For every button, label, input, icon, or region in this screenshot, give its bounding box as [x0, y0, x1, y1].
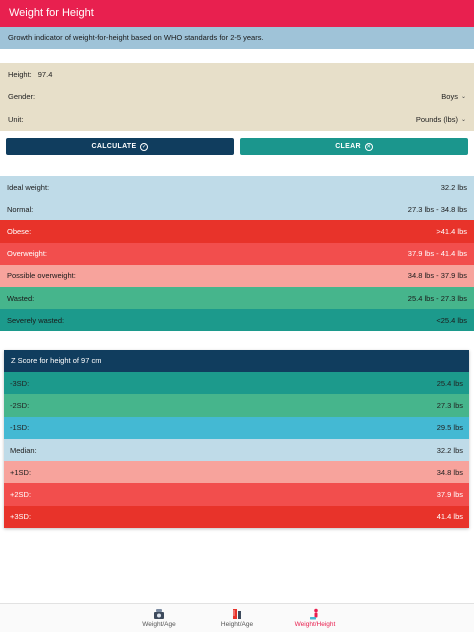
tab-label: Weight/Height — [294, 621, 336, 628]
result-row: Obese: >41.4 lbs — [0, 220, 474, 243]
gender-value: Boys — [441, 92, 458, 102]
results-list: Ideal weight: 32.2 lbs Normal: 27.3 lbs - 3… — [0, 176, 474, 332]
calculate-button[interactable]: CALCULATE ✓ — [6, 138, 234, 155]
clear-button[interactable]: CLEAR ✕ — [240, 138, 468, 155]
tab-label: Weight/Age — [142, 621, 176, 628]
unit-value: Pounds (lbs) — [415, 114, 458, 124]
result-row: Ideal weight: 32.2 lbs — [0, 176, 474, 199]
unit-row[interactable]: Unit: Pounds (lbs) ⌄ — [0, 108, 474, 131]
row-label: -3SD: — [10, 378, 30, 388]
row-label: Severely wasted: — [7, 315, 65, 325]
row-value: 34.8 lbs - 37.9 lbs — [407, 271, 467, 281]
zscore-row: -1SD: 29.5 lbs — [4, 416, 469, 439]
zscore-row: +1SD: 34.8 lbs — [4, 461, 469, 484]
zscore-list: -3SD: 25.4 lbs -2SD: 27.3 lbs -1SD: 29.5 lbs M… — [4, 372, 469, 529]
check-circle-icon: ✓ — [140, 142, 149, 151]
row-value: 27.3 lbs — [436, 400, 463, 410]
result-row: Possible overweight: 34.8 lbs - 37.9 lbs — [0, 264, 474, 287]
tab-height-age[interactable]: Height/Age — [207, 608, 267, 628]
row-value: 37.9 lbs - 41.4 lbs — [407, 249, 467, 259]
result-row: Severely wasted: <25.4 lbs — [0, 309, 474, 332]
row-value: 25.4 lbs - 27.3 lbs — [407, 293, 467, 303]
tab-label: Height/Age — [220, 621, 254, 628]
row-label: +2SD: — [10, 490, 32, 500]
row-label: Possible overweight: — [7, 271, 76, 281]
row-value: 34.8 lbs — [436, 467, 463, 477]
info-banner: Growth indicator of weight-for-height ba… — [0, 27, 474, 49]
chevron-down-icon: ⌄ — [460, 116, 466, 123]
height-input[interactable]: 97.4 — [37, 69, 53, 79]
clear-label: CLEAR — [335, 143, 361, 150]
row-label: Normal: — [7, 204, 34, 214]
bottom-tab-bar: Weight/Age Height/Age Weight/Height — [0, 603, 474, 632]
height-row[interactable]: Height: 97.4 — [0, 63, 474, 86]
result-row: Normal: 27.3 lbs - 34.8 lbs — [0, 198, 474, 221]
calculate-label: CALCULATE — [91, 143, 137, 150]
page-header: Weight for Height — [0, 0, 474, 27]
ruler-icon — [233, 609, 241, 619]
row-label: Wasted: — [7, 293, 35, 303]
result-row: Overweight: 37.9 lbs - 41.4 lbs — [0, 242, 474, 265]
zscore-title: Z Score for height of 97 cm — [4, 350, 469, 372]
tab-weight-height[interactable]: Weight/Height — [285, 608, 345, 628]
gender-row[interactable]: Gender: Boys ⌄ — [0, 86, 474, 109]
row-value: 29.5 lbs — [436, 423, 463, 433]
row-value: >41.4 lbs — [436, 226, 467, 236]
row-value: <25.4 lbs — [436, 315, 467, 325]
zscore-row: +3SD: 41.4 lbs — [4, 505, 469, 529]
unit-select[interactable]: Pounds (lbs) ⌄ — [416, 115, 466, 124]
row-value: 25.4 lbs — [436, 378, 463, 388]
chevron-down-icon: ⌄ — [460, 94, 466, 101]
close-circle-icon: ✕ — [364, 142, 373, 151]
zscore-row: -3SD: 25.4 lbs — [4, 372, 469, 395]
row-value: 32.2 lbs — [440, 182, 467, 192]
row-value: 32.2 lbs — [436, 445, 463, 455]
tab-weight-age[interactable]: Weight/Age — [129, 608, 189, 628]
person-icon — [310, 608, 318, 620]
row-label: Median: — [10, 445, 37, 455]
zscore-row: Median: 32.2 lbs — [4, 438, 469, 462]
row-label: Overweight: — [7, 249, 48, 259]
zscore-row: +2SD: 37.9 lbs — [4, 483, 469, 506]
row-label: Ideal weight: — [7, 182, 50, 192]
row-label: +1SD: — [10, 467, 32, 477]
row-value: 27.3 lbs - 34.8 lbs — [407, 204, 467, 214]
row-label: -2SD: — [10, 400, 30, 410]
input-form: Height: 97.4 Gender: Boys ⌄ Unit: Pounds… — [0, 63, 474, 131]
gender-select[interactable]: Boys ⌄ — [441, 92, 466, 101]
row-label: +3SD: — [10, 512, 32, 522]
gender-label: Gender: — [8, 92, 36, 102]
zscore-row: -2SD: 27.3 lbs — [4, 394, 469, 417]
row-label: Obese: — [7, 226, 32, 236]
row-value: 37.9 lbs — [436, 490, 463, 500]
scale-icon — [154, 609, 164, 619]
result-row: Wasted: 25.4 lbs - 27.3 lbs — [0, 286, 474, 310]
row-label: -1SD: — [10, 423, 30, 433]
zscore-card: Z Score for height of 97 cm -3SD: 25.4 lb… — [4, 350, 469, 529]
info-text: Growth indicator of weight-for-height ba… — [8, 33, 264, 42]
row-value: 41.4 lbs — [436, 512, 463, 522]
height-label: Height: — [8, 69, 32, 79]
page-title: Weight for Height — [9, 7, 94, 19]
unit-label: Unit: — [8, 114, 24, 124]
